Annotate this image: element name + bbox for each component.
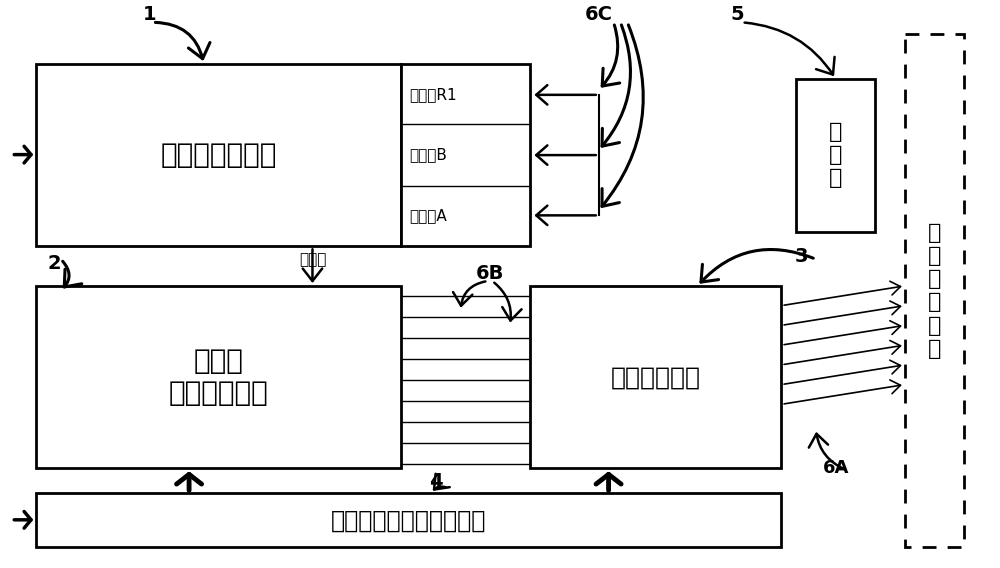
Bar <box>36 493 781 548</box>
Text: 校
准
件: 校 准 件 <box>829 122 842 189</box>
Text: 源输出: 源输出 <box>299 252 326 267</box>
Bar <box>401 64 530 247</box>
Text: 矢量网络分析仪: 矢量网络分析仪 <box>161 141 277 169</box>
Text: 2: 2 <box>47 254 61 273</box>
Text: 接收机B: 接收机B <box>409 148 447 162</box>
Text: 信号提取分机: 信号提取分机 <box>610 365 700 389</box>
Text: 主控计算机（系统软件）: 主控计算机（系统软件） <box>331 508 486 532</box>
Text: 6B: 6B <box>476 264 504 282</box>
Text: 6A: 6A <box>822 460 849 478</box>
Text: 5: 5 <box>730 5 744 24</box>
Text: 6C: 6C <box>585 5 613 24</box>
Bar <box>36 64 401 247</box>
Text: 被
测
天
线
阵
列: 被 测 天 线 阵 列 <box>928 223 941 359</box>
Text: 多通道
幅相控制分机: 多通道 幅相控制分机 <box>169 347 269 407</box>
Bar <box>530 286 781 469</box>
Bar <box>905 34 964 548</box>
Bar <box>796 78 875 232</box>
Text: 接收机R1: 接收机R1 <box>409 87 457 102</box>
Text: 接收机A: 接收机A <box>409 208 447 223</box>
Text: 4: 4 <box>429 472 443 491</box>
Bar <box>36 286 401 469</box>
Text: 1: 1 <box>143 5 156 24</box>
Text: 3: 3 <box>794 247 808 266</box>
